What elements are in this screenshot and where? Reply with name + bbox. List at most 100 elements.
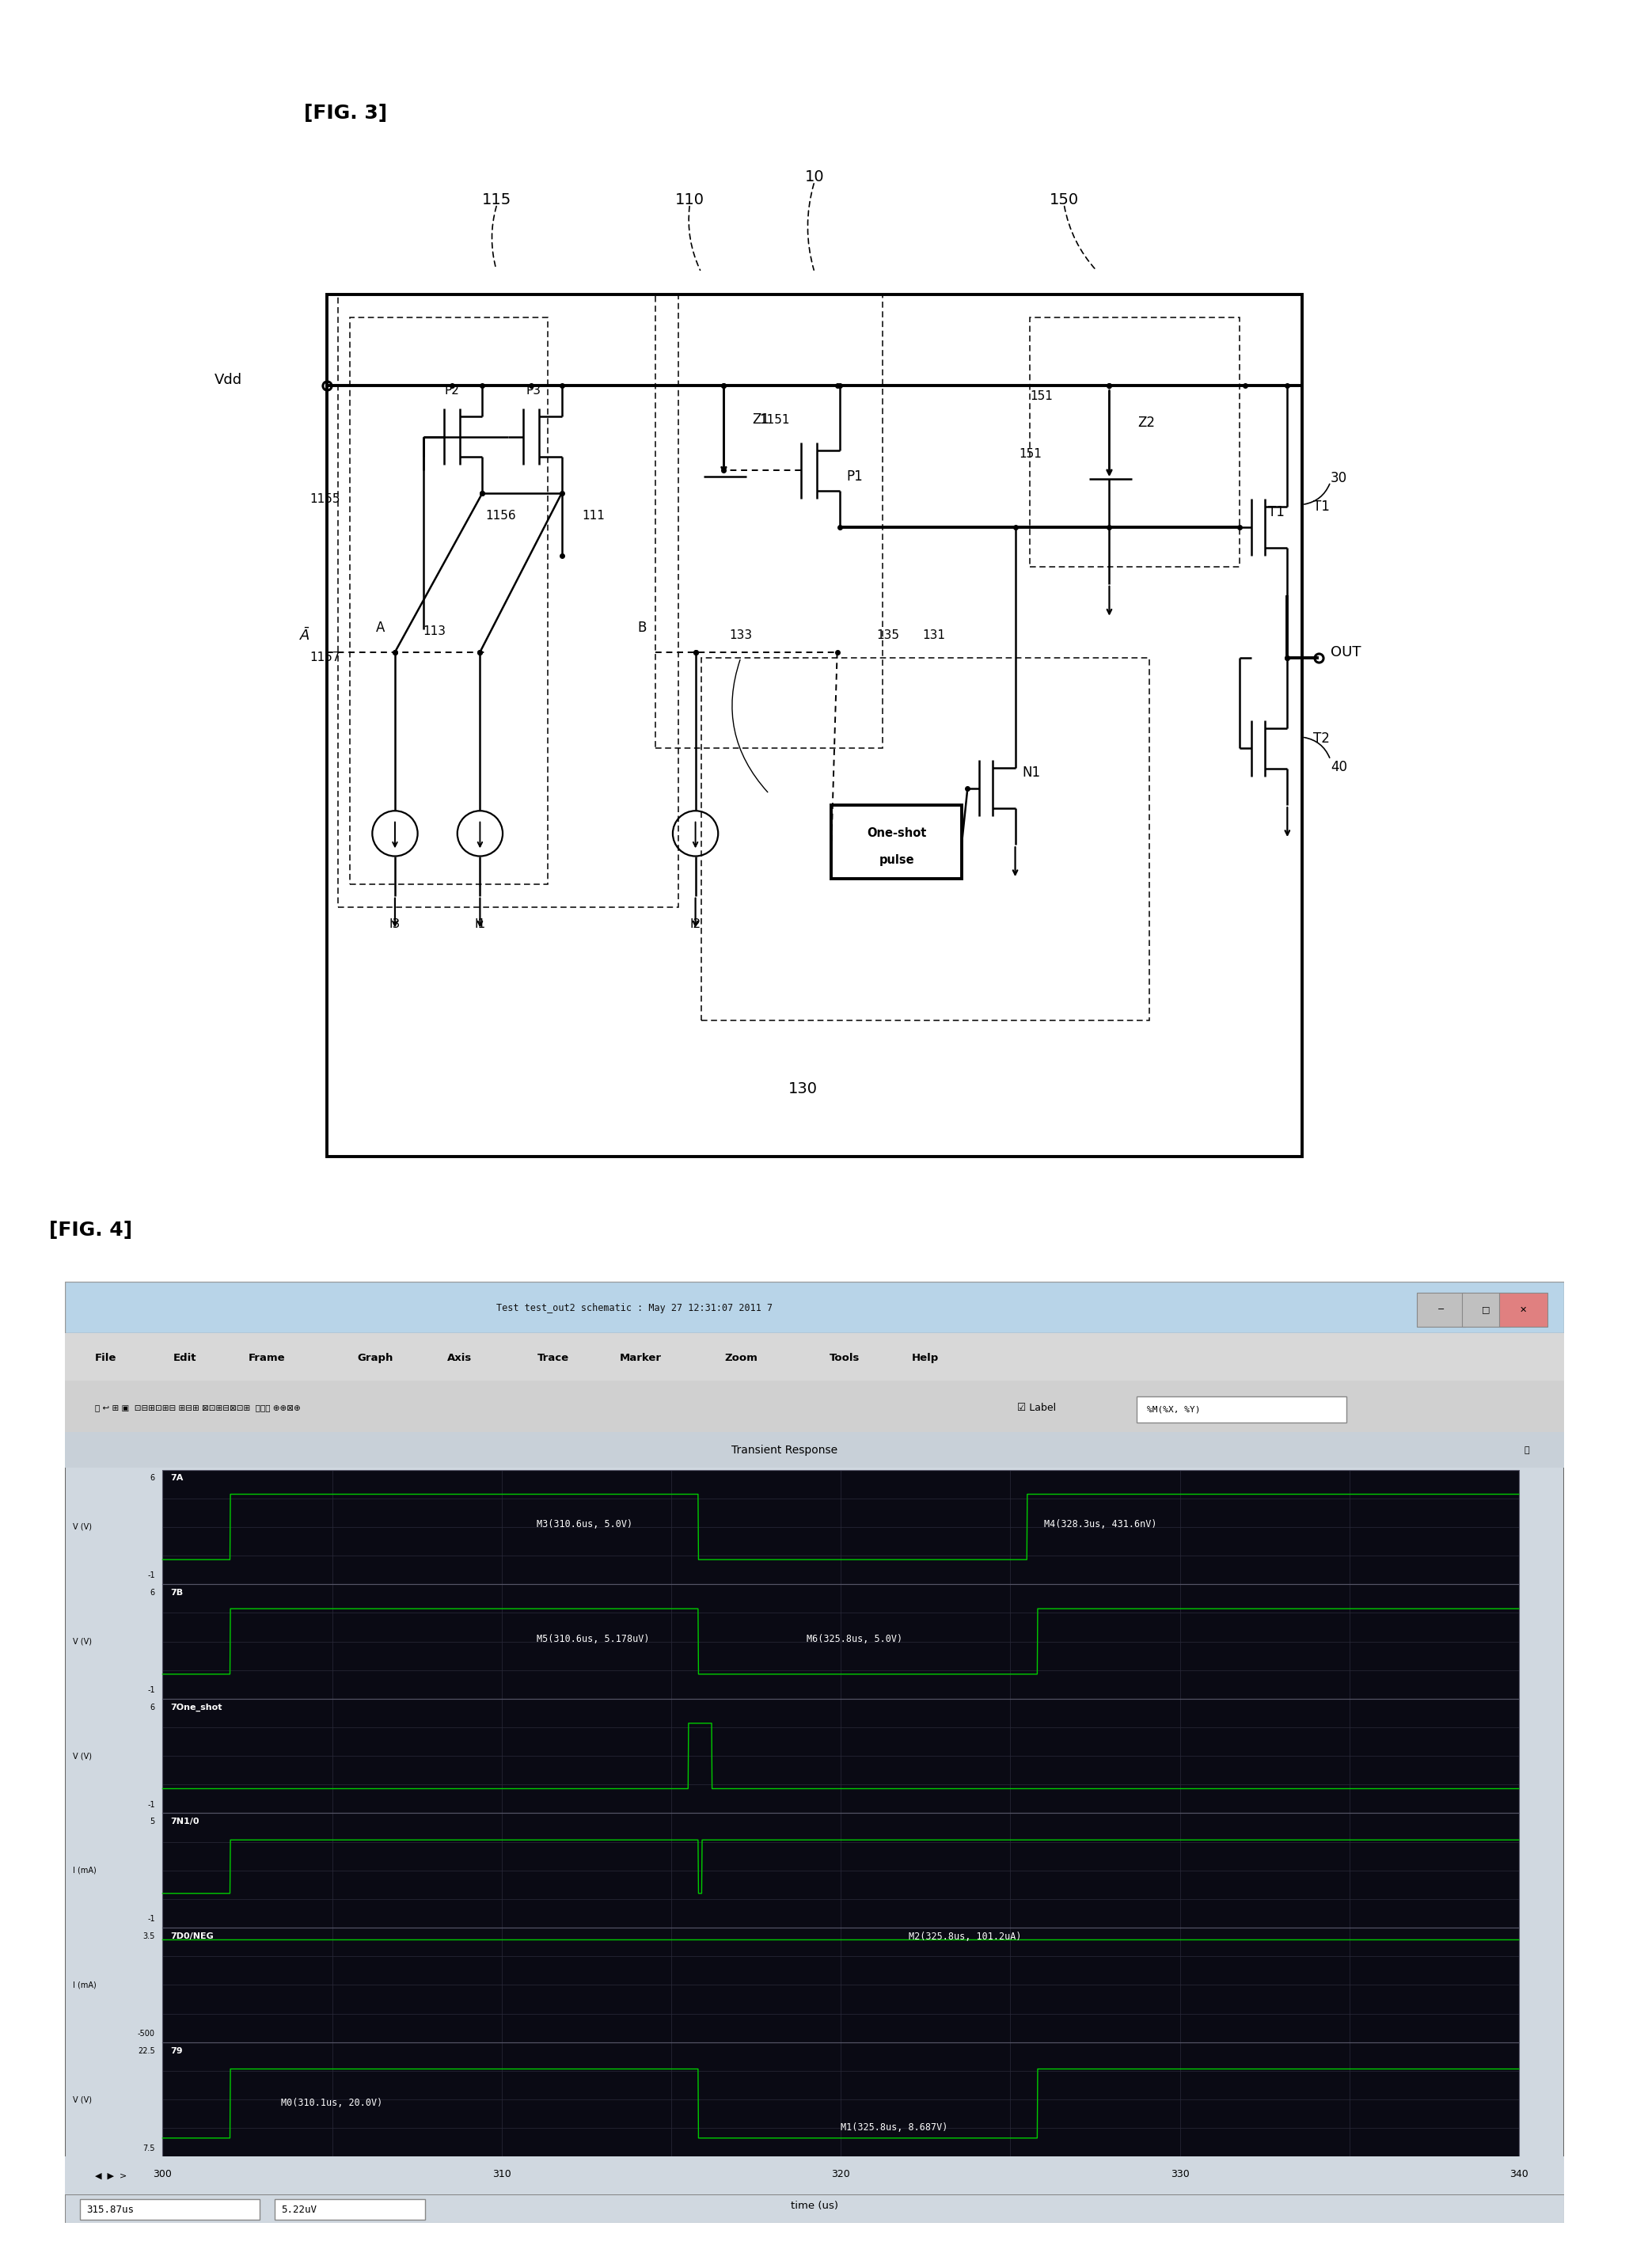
Text: 1155: 1155 — [310, 492, 340, 506]
Text: M3(310.6us, 5.0V): M3(310.6us, 5.0V) — [538, 1520, 632, 1529]
Text: ◀  ▶  >: ◀ ▶ > — [94, 2173, 127, 2180]
Text: 5.22uV: 5.22uV — [280, 2204, 316, 2214]
Text: V (V): V (V) — [73, 1751, 91, 1760]
Text: Transient Response: Transient Response — [731, 1445, 837, 1456]
Bar — [327, 295, 1302, 1157]
Bar — [65, 2157, 1564, 2195]
Text: 7D0/NEG: 7D0/NEG — [169, 1932, 213, 1941]
Text: T1: T1 — [1267, 506, 1285, 519]
Text: Vdd: Vdd — [213, 372, 241, 388]
Text: N1: N1 — [1021, 767, 1041, 780]
Text: M4(328.3us, 431.6nV): M4(328.3us, 431.6nV) — [1044, 1520, 1157, 1529]
Text: 130: 130 — [788, 1082, 818, 1095]
Text: 5: 5 — [150, 1819, 155, 1826]
Text: 6: 6 — [150, 1703, 155, 1712]
Text: P3: P3 — [526, 386, 541, 397]
Text: 7B: 7B — [169, 1590, 182, 1597]
Bar — [65, 2195, 1564, 2223]
Text: Help: Help — [912, 1352, 938, 1363]
Text: 6: 6 — [150, 1590, 155, 1597]
Bar — [65, 1431, 1564, 1467]
Text: -1: -1 — [148, 1685, 155, 1694]
Text: -1: -1 — [148, 1801, 155, 1808]
Bar — [80, 2200, 261, 2220]
Text: 133: 133 — [730, 628, 753, 642]
Text: 7A: 7A — [169, 1474, 182, 1483]
Text: Z2: Z2 — [1137, 415, 1155, 429]
Text: A: A — [376, 621, 384, 635]
Bar — [65, 1281, 1564, 1334]
Bar — [163, 2157, 1518, 2195]
Bar — [831, 805, 961, 878]
Text: I3: I3 — [389, 919, 401, 930]
Bar — [1499, 1293, 1548, 1327]
Text: I (mA): I (mA) — [73, 1980, 96, 1989]
Text: 1156: 1156 — [485, 510, 516, 522]
Text: Zoom: Zoom — [725, 1352, 757, 1363]
Text: 111: 111 — [582, 510, 604, 522]
Text: Z1: Z1 — [753, 413, 769, 426]
Text: 151: 151 — [1018, 447, 1041, 460]
Text: Edit: Edit — [173, 1352, 197, 1363]
Bar — [1417, 1293, 1464, 1327]
Bar — [65, 1381, 1564, 1431]
Text: M0(310.1us, 20.0V): M0(310.1us, 20.0V) — [282, 2098, 383, 2107]
Text: [FIG. 3]: [FIG. 3] — [305, 104, 388, 122]
Text: 131: 131 — [922, 628, 945, 642]
Text: [FIG. 4]: [FIG. 4] — [49, 1220, 132, 1241]
Bar — [163, 1470, 1518, 2157]
Text: B: B — [637, 621, 647, 635]
Text: 340: 340 — [1510, 2168, 1528, 2180]
Bar — [163, 1812, 1518, 1928]
Text: M5(310.6us, 5.178uV): M5(310.6us, 5.178uV) — [538, 1633, 650, 1644]
Text: −: − — [1437, 1306, 1445, 1313]
Text: File: File — [94, 1352, 117, 1363]
Text: 🗗: 🗗 — [1523, 1447, 1530, 1454]
Text: V (V): V (V) — [73, 1637, 91, 1644]
Text: M6(325.8us, 5.0V): M6(325.8us, 5.0V) — [806, 1633, 902, 1644]
Bar — [1137, 1397, 1347, 1422]
Bar — [700, 658, 1148, 1021]
Text: 310: 310 — [492, 2168, 512, 2180]
Bar — [275, 2200, 425, 2220]
Text: T2: T2 — [1313, 733, 1329, 746]
Text: 113: 113 — [424, 626, 446, 637]
Text: 150: 150 — [1049, 193, 1078, 206]
Text: 151: 151 — [1030, 390, 1052, 401]
Text: Test test_out2 schematic : May 27 12:31:07 2011 7: Test test_out2 schematic : May 27 12:31:… — [497, 1302, 772, 1313]
Text: 330: 330 — [1170, 2168, 1189, 2180]
Text: □: □ — [1482, 1306, 1491, 1313]
Bar — [656, 295, 883, 748]
Text: 6: 6 — [150, 1474, 155, 1483]
Text: One-shot: One-shot — [867, 828, 927, 839]
Text: P1: P1 — [845, 469, 863, 483]
Text: 22.5: 22.5 — [138, 2048, 155, 2055]
Text: 115: 115 — [482, 193, 512, 206]
Text: 110: 110 — [674, 193, 704, 206]
Bar — [339, 295, 678, 907]
Bar — [1461, 1293, 1510, 1327]
Text: -1: -1 — [148, 1914, 155, 1923]
Text: 1157: 1157 — [310, 651, 340, 665]
Text: ☑ Label: ☑ Label — [1016, 1402, 1056, 1413]
Text: %M(%X, %Y): %M(%X, %Y) — [1147, 1406, 1201, 1413]
Text: 7.5: 7.5 — [143, 2143, 155, 2152]
Text: Graph: Graph — [357, 1352, 393, 1363]
Text: M1(325.8us, 8.687V): M1(325.8us, 8.687V) — [841, 2123, 948, 2132]
Text: 315.87us: 315.87us — [86, 2204, 134, 2214]
Text: -1: -1 — [148, 1572, 155, 1579]
Text: 3.5: 3.5 — [143, 1932, 155, 1941]
Text: 30: 30 — [1331, 472, 1347, 485]
Bar — [163, 1470, 1518, 1583]
Bar — [163, 1928, 1518, 2041]
Bar — [163, 1699, 1518, 1812]
Text: Tools: Tools — [829, 1352, 860, 1363]
Text: 1151: 1151 — [759, 413, 790, 426]
Text: Axis: Axis — [448, 1352, 472, 1363]
Text: 40: 40 — [1331, 760, 1347, 773]
Text: $\bar{A}$: $\bar{A}$ — [298, 626, 310, 644]
Text: ⎙ ↩ ⊞ ▣  ⊡⊟⊞⊡⊞⊟ ⊞⊟⊞ ⊠⊡⊞⊟⊠⊡⊞  🔍🔍🔲 ⊕⊕⊠⊕: ⎙ ↩ ⊞ ▣ ⊡⊟⊞⊡⊞⊟ ⊞⊟⊞ ⊠⊡⊞⊟⊠⊡⊞ 🔍🔍🔲 ⊕⊕⊠⊕ — [94, 1404, 301, 1411]
Text: 135: 135 — [876, 628, 899, 642]
Text: 7N1/0: 7N1/0 — [169, 1819, 199, 1826]
Text: 7One_shot: 7One_shot — [169, 1703, 222, 1712]
